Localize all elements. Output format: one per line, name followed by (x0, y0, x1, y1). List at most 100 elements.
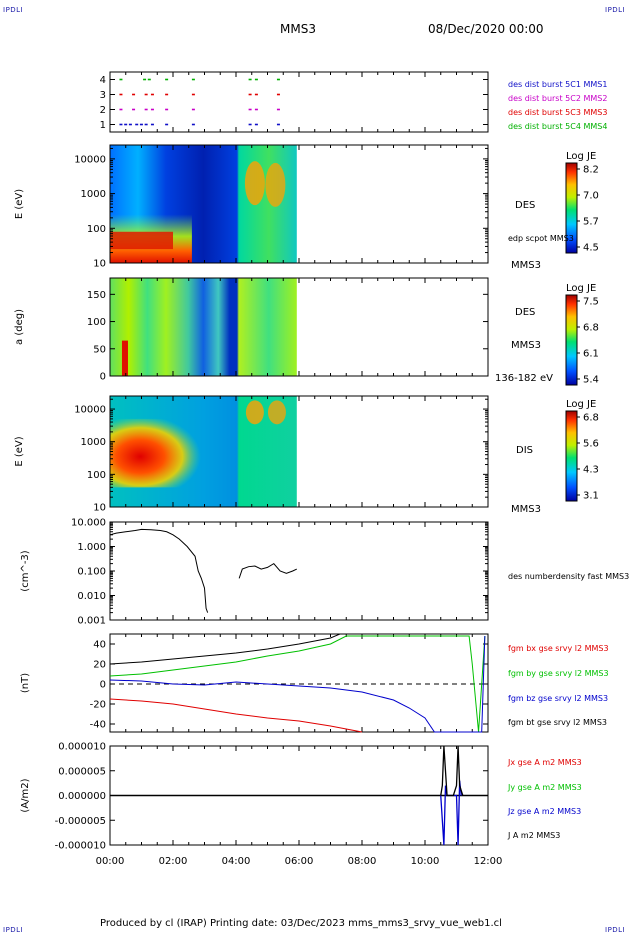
des-energy-scpot-label: edp scpot MMS3 (508, 234, 574, 243)
burst-mark (143, 78, 147, 81)
burst-legend-entry: des dist burst 5C2 MMS2 (508, 94, 607, 103)
burst-mark (150, 93, 154, 96)
bfield-bx-line (109, 698, 363, 733)
corner-label-bottom-right: IPDLI (605, 926, 626, 934)
des_pitch-colorbar-label: 7.5 (583, 297, 599, 308)
bfield-legend-entry: fgm by gse srvy l2 MMS3 (508, 669, 609, 678)
current-ytick-label: 0.000010 (58, 742, 106, 753)
des_energy-colorbar (565, 162, 578, 254)
burst-mark (150, 123, 154, 126)
des_pitch-ytick-label: 150 (87, 290, 106, 301)
burst-mark (132, 108, 136, 111)
des_pitch-colorbar-label: 5.4 (583, 375, 599, 386)
x-axis-tick-label: 08:00 (348, 856, 377, 867)
burst-mark (254, 123, 258, 126)
density-line (109, 528, 209, 613)
corner-label-top-left: IPDLI (3, 6, 24, 14)
des-pitch-spacecraft-label: MMS3 (511, 340, 541, 351)
current-legend-entry: Jx gse A m2 MMS3 (507, 758, 582, 767)
spacecraft-title: MMS3 (280, 22, 316, 36)
burst-mark (254, 93, 258, 96)
des-pitch-energy-range: 136-182 eV (495, 373, 553, 384)
x-axis-tick-label: 12:00 (474, 856, 503, 867)
current-legend-entry: J A m2 MMS3 (507, 831, 560, 840)
des-pitch-instrument-label: DES (515, 307, 535, 318)
burst-mark (132, 93, 136, 96)
dis_energy-ytick-label: 100 (87, 470, 106, 481)
density-ytick-label: 1.000 (77, 542, 106, 553)
dis_energy-colorbar-label: 4.3 (583, 465, 599, 476)
dis_energy-ytick-label: 1000 (81, 437, 106, 448)
current-legend-entry: Jy gse A m2 MMS3 (507, 783, 582, 792)
footer-caption: Produced by cl (IRAP) Printing date: 03/… (100, 918, 502, 929)
burst-mark (276, 93, 280, 96)
des-energy-hot-band (110, 231, 173, 250)
density-ylabel: (cm^-3) (20, 550, 31, 591)
burst-ytick-label: 4 (100, 75, 106, 86)
des_energy-ytick-label: 1000 (81, 189, 106, 200)
des-pitch-hot-strip (121, 340, 128, 376)
des-pitch-spectrogram (110, 278, 297, 376)
des-energy-spacecraft-label: MMS3 (511, 260, 541, 271)
density-ytick-label: 0.100 (77, 567, 106, 578)
density-line (238, 562, 298, 579)
dis_energy-ytick-label: 10 (93, 503, 106, 514)
des_energy-colorbar-label: 4.5 (583, 243, 599, 254)
current-ytick-label: 0.000005 (58, 766, 106, 777)
burst-mark (119, 93, 123, 96)
dis_energy-colorbar-title: Log JE (566, 399, 596, 410)
burst-mark (119, 78, 123, 81)
burst-mark (165, 123, 169, 126)
burst-mark (276, 123, 280, 126)
bfield-ytick-label: 20 (93, 660, 106, 671)
burst-mark (165, 78, 169, 81)
bfield-legend-entry: fgm bz gse srvy l2 MMS3 (508, 694, 608, 703)
des_pitch-ytick-label: 100 (87, 317, 106, 328)
burst-mark (254, 78, 258, 81)
des_energy-colorbar-label: 8.2 (583, 165, 599, 176)
burst-mark (191, 108, 195, 111)
des_energy-colorbar-title: Log JE (566, 151, 596, 162)
burst-mark (191, 78, 195, 81)
dis-energy-blob (245, 400, 264, 425)
des_pitch-colorbar (565, 294, 578, 386)
burst-mark (165, 108, 169, 111)
burst-mark (191, 93, 195, 96)
current-legend-entry: Jz gse A m2 MMS3 (507, 807, 581, 816)
burst-mark (124, 123, 128, 126)
des_pitch-ylabel: a (deg) (14, 309, 25, 345)
des-energy-instrument-label: DES (515, 200, 535, 211)
burst-mark (191, 123, 195, 126)
density-ytick-label: 0.001 (77, 616, 106, 627)
bfield-ytick-label: -40 (90, 720, 106, 731)
dis_energy-colorbar-label: 5.6 (583, 439, 599, 450)
bfield-bt-line (109, 633, 341, 665)
burst-mark (139, 123, 143, 126)
dis-energy-hot-region (110, 418, 211, 488)
density-frame (109, 521, 489, 621)
des_energy-ytick-label: 100 (87, 224, 106, 235)
burst-mark (248, 123, 252, 126)
burst-legend-entry: des dist burst 5C3 MMS3 (508, 108, 607, 117)
bfield-legend-entry: fgm bt gse srvy l2 MMS3 (508, 718, 607, 727)
des_energy-ylabel: E (eV) (14, 189, 25, 219)
bfield-ytick-label: -20 (90, 700, 106, 711)
des_pitch-ytick-label: 0 (100, 372, 106, 383)
burst-mark (248, 78, 252, 81)
burst-legend-entry: des dist burst 5C1 MMS1 (508, 80, 607, 89)
burst-mark (248, 108, 252, 111)
burst-ytick-label: 1 (100, 120, 106, 131)
corner-label-bottom-left: IPDLI (3, 926, 24, 934)
burst-mark (254, 108, 258, 111)
density-ytick-label: 0.010 (77, 591, 106, 602)
x-axis-tick-label: 10:00 (411, 856, 440, 867)
corner-label-top-right: IPDLI (605, 6, 626, 14)
current-ylabel: (A/m2) (20, 778, 31, 812)
bfield-ytick-label: 40 (93, 640, 106, 651)
des_energy-ytick-label: 10 (93, 259, 106, 270)
burst-ytick-label: 2 (100, 105, 106, 116)
burst-ytick-label: 3 (100, 90, 106, 101)
density-ytick-label: 10.000 (71, 518, 106, 529)
burst-mark (150, 108, 154, 111)
